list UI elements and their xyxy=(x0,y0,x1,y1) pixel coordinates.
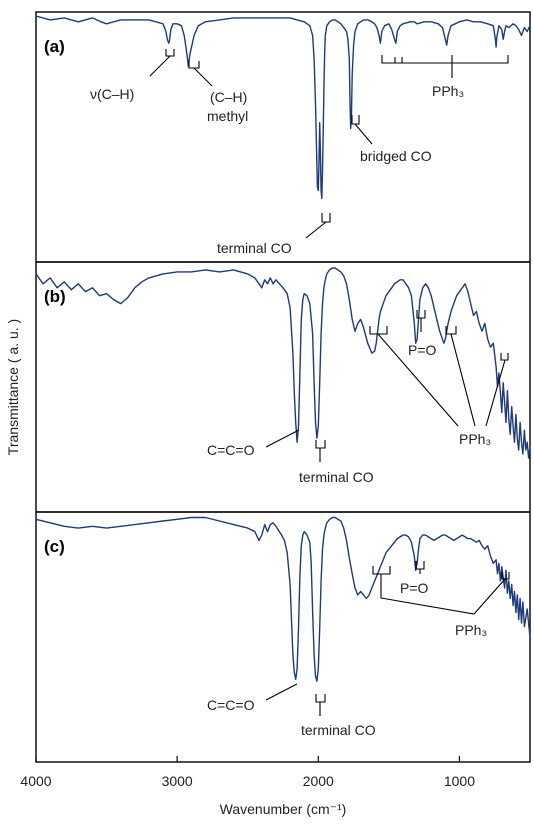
leader-cco-c xyxy=(265,683,298,701)
y-axis-title: Transmittance ( a. u. ) xyxy=(5,319,21,455)
leader-ch xyxy=(149,55,171,77)
x-tick-label-3000: 3000 xyxy=(162,773,193,789)
x-tick-label-4000: 4000 xyxy=(20,773,51,789)
x-tick-label-1000: 1000 xyxy=(444,773,475,789)
leader-pph3-c xyxy=(380,574,506,615)
annot-cco-b: C=C=O xyxy=(207,442,255,458)
x-tick-label-2000: 2000 xyxy=(303,773,334,789)
bracket-terminal-co-b xyxy=(315,440,326,449)
panel-label-a: (a) xyxy=(44,37,65,56)
leader-bridged-co xyxy=(354,123,373,145)
bracket-pph3-c xyxy=(372,566,510,580)
panel-frame-a xyxy=(35,11,531,263)
bracket-terminal-co-c xyxy=(315,694,326,703)
annot-po-c: P=O xyxy=(400,580,429,596)
bracket-pph3-a xyxy=(381,55,509,64)
spectrum-b xyxy=(35,267,531,459)
annot-terminal-co-b: terminal CO xyxy=(299,469,374,485)
spectrum-a xyxy=(35,15,531,200)
leader-terminal-co-a xyxy=(305,221,327,239)
annot-pph3-a: PPh₃ xyxy=(432,83,464,99)
bracket-methyl xyxy=(188,61,200,69)
x-axis: 4000 3000 2000 1000 xyxy=(20,756,475,789)
bracket-bridged-co xyxy=(351,115,360,125)
annot-terminal-co-c: terminal CO xyxy=(301,722,376,738)
annot-ch: (C–H) xyxy=(210,89,247,105)
panel-label-b: (b) xyxy=(44,287,66,306)
annot-terminal-co-a: terminal CO xyxy=(217,240,292,256)
panel-label-c: (c) xyxy=(44,537,65,556)
leader-methyl xyxy=(193,67,213,87)
x-axis-title: Wavenumber (cm⁻¹) xyxy=(220,801,347,817)
annot-po-b: P=O xyxy=(408,342,437,358)
annot-methyl: methyl xyxy=(207,108,248,124)
leader-cco-b xyxy=(265,429,300,448)
annot-pph3-b: PPh₃ xyxy=(459,431,491,447)
bracket-terminal-co-a xyxy=(321,213,331,223)
leader-pph3-b xyxy=(377,333,506,427)
annot-bridged-co: bridged CO xyxy=(360,148,432,164)
annot-nu-ch: ν(C–H) xyxy=(90,86,134,102)
bracket-ch xyxy=(165,49,175,57)
annot-pph3-c: PPh₃ xyxy=(455,622,487,638)
spectrum-c xyxy=(35,516,531,682)
annot-cco-c: C=C=O xyxy=(207,697,255,713)
